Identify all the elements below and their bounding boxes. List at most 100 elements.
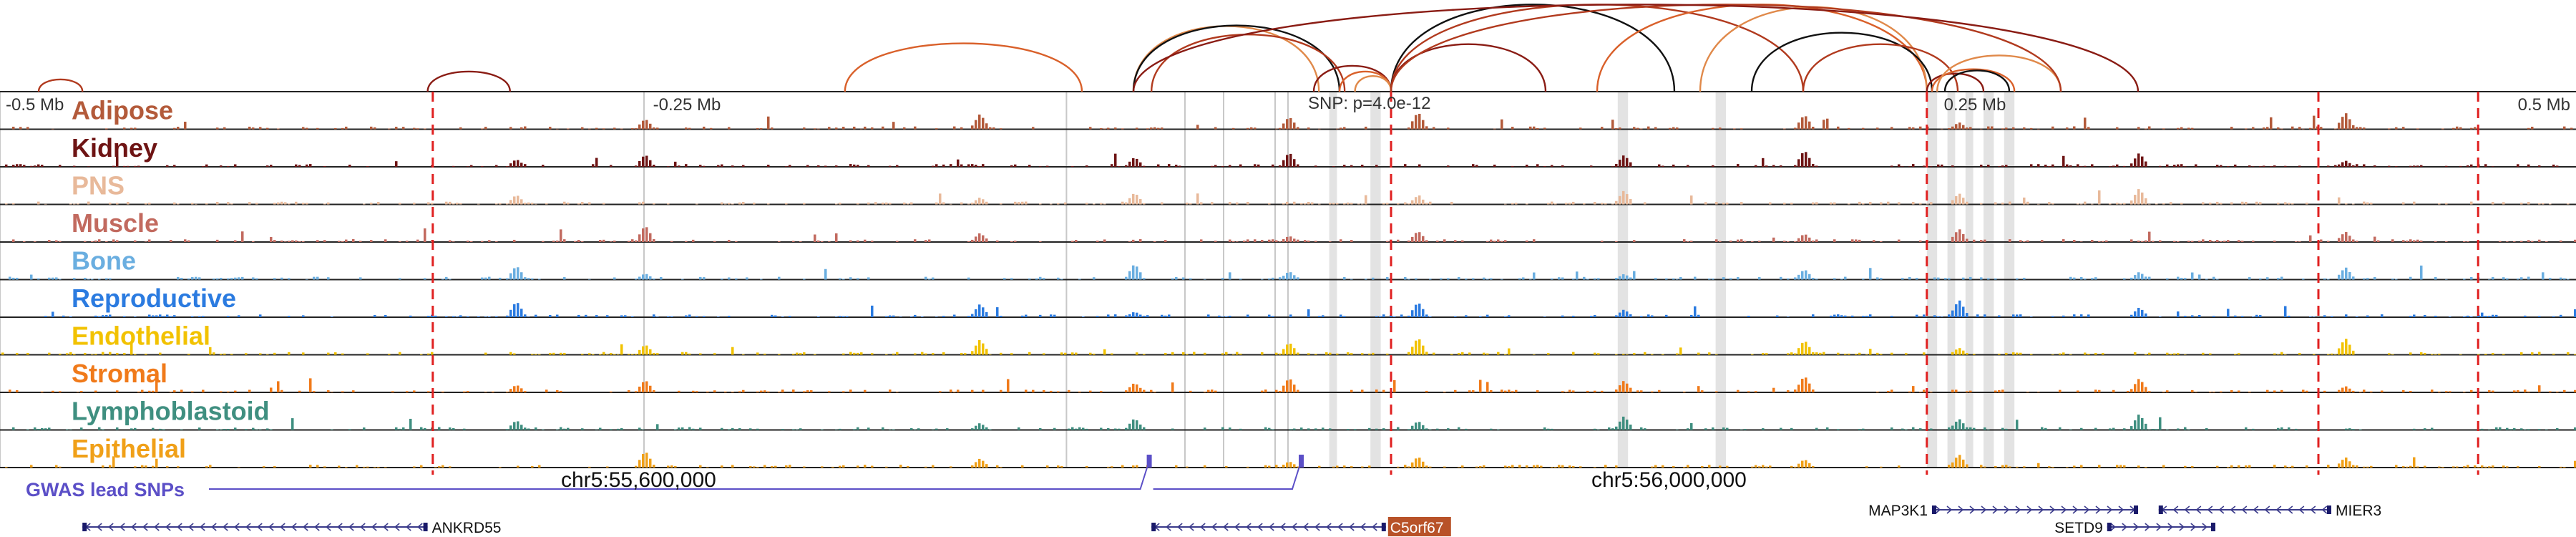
signal-bar — [1425, 390, 1428, 392]
signal-bar — [1812, 164, 1815, 167]
signal-bar — [885, 202, 888, 205]
signal-bar — [1125, 427, 1128, 430]
signal-bar — [431, 314, 434, 317]
signal-bar — [592, 164, 595, 167]
signal-bar — [1082, 316, 1085, 317]
signal-bar — [1365, 126, 1367, 130]
red-dashed-lines — [431, 92, 2479, 475]
signal-bar — [316, 276, 319, 280]
signal-bar — [567, 128, 570, 130]
strand-arrow — [1371, 523, 1377, 531]
signal-bar — [2345, 314, 2348, 317]
signal-bar — [560, 352, 562, 355]
signal-bar — [1490, 278, 1493, 280]
signal-bar — [413, 127, 416, 130]
strand-arrow — [2167, 523, 2174, 531]
signal-bar — [2391, 354, 2394, 355]
signal-bar — [452, 203, 455, 205]
signal-bar — [638, 387, 641, 392]
signal-bar — [2449, 316, 2451, 317]
signal-bar — [2284, 202, 2287, 205]
signal-bar — [1275, 352, 1278, 355]
signal-bar — [1951, 462, 1954, 468]
signal-bar — [1447, 165, 1450, 167]
signal-bar — [2198, 241, 2201, 242]
signal-bar — [914, 314, 917, 317]
signal-bar — [2277, 278, 2280, 280]
signal-bar — [2030, 164, 2033, 167]
signal-bar — [1268, 465, 1271, 468]
signal-bar — [1615, 128, 1618, 130]
loop-arc — [1132, 24, 1341, 92]
signal-bar — [513, 422, 516, 430]
signal-bar — [1529, 279, 1532, 280]
signal-bar — [1386, 353, 1389, 355]
gwas-snp-marker — [1146, 455, 1152, 468]
signal-bar — [1962, 233, 1965, 242]
signal-bar — [696, 391, 698, 392]
signal-bar — [1297, 239, 1299, 242]
signal-bar — [1815, 427, 1818, 430]
signal-bar — [638, 124, 641, 130]
signal-bar — [1812, 390, 1815, 392]
signal-bar — [1944, 278, 1947, 280]
signal-bar — [581, 241, 584, 242]
signal-bar — [1136, 312, 1138, 317]
signal-bar — [635, 465, 638, 468]
signal-bar — [2363, 278, 2366, 280]
signal-bar — [1307, 201, 1310, 205]
signal-bar — [1293, 464, 1296, 468]
signal-bar — [1837, 126, 1840, 130]
signal-bar — [2241, 201, 2244, 205]
signal-bar — [2177, 276, 2180, 280]
signal-bar — [2531, 127, 2534, 130]
signal-bar — [341, 391, 344, 392]
signal-bar — [259, 127, 262, 130]
signal-bar — [1297, 352, 1299, 355]
signal-bar — [1823, 120, 1825, 130]
signal-bar — [1504, 390, 1507, 392]
signal-bar — [907, 465, 909, 468]
signal-bar — [771, 466, 774, 468]
signal-bar — [742, 354, 745, 355]
signal-bar — [1758, 466, 1761, 468]
signal-bar — [152, 465, 155, 468]
signal-bar — [1551, 165, 1553, 167]
gene-exon — [1381, 523, 1386, 531]
signal-bar — [420, 465, 423, 468]
signal-bar — [971, 465, 974, 468]
signal-bar — [513, 386, 516, 392]
signal-bar — [1504, 316, 1507, 317]
signal-bar — [835, 316, 838, 317]
signal-bar — [1289, 118, 1292, 130]
signal-bar — [216, 278, 219, 280]
signal-bar — [2492, 202, 2494, 205]
signal-bar — [1955, 195, 1958, 205]
signal-bar — [173, 127, 176, 130]
signal-bar — [1737, 239, 1740, 242]
signal-bar — [1443, 466, 1446, 468]
signal-bar — [2069, 354, 2072, 355]
loop-arc — [1750, 32, 1933, 92]
strand-arrow — [2230, 505, 2236, 514]
signal-bar — [280, 277, 283, 280]
signal-bar — [2073, 240, 2076, 242]
signal-bar — [2409, 276, 2412, 280]
signal-bar — [431, 352, 434, 355]
signal-bar — [30, 274, 33, 280]
signal-bar — [2366, 278, 2369, 280]
signal-bar — [1382, 390, 1385, 392]
signal-bar — [2123, 465, 2126, 468]
signal-bar — [831, 466, 834, 468]
signal-bar — [842, 391, 845, 392]
signal-bar — [2531, 352, 2534, 355]
signal-bar — [1407, 315, 1410, 317]
signal-bar — [688, 127, 691, 130]
signal-bar — [323, 240, 326, 242]
signal-bar — [849, 277, 852, 280]
signal-bar — [2273, 353, 2276, 355]
signal-bar — [130, 428, 133, 430]
signal-bar — [2109, 166, 2112, 167]
loop-arc — [37, 78, 84, 92]
signal-bar — [2137, 415, 2140, 430]
